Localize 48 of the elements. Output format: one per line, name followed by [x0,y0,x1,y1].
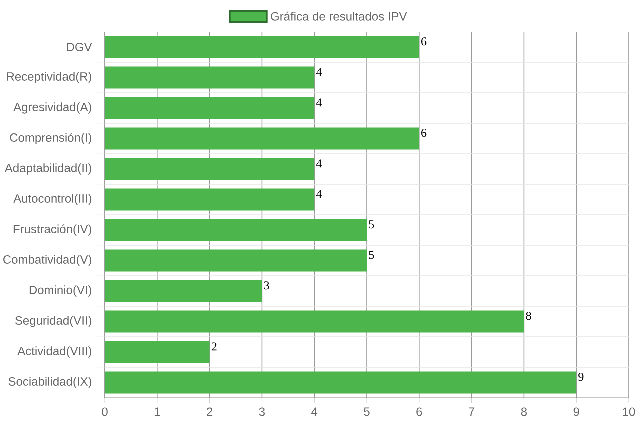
y-tick-label: DGV [67,42,92,52]
data-label: 2 [212,342,217,351]
bar [105,66,315,89]
data-label: 8 [526,312,532,320]
y-tick-label: Receptividad(R) [7,72,92,84]
bar [105,310,524,333]
x-tick-label: 6 [416,408,422,416]
x-tick-label: 5 [364,408,370,416]
data-label: 3 [264,282,270,290]
x-tick-label: 1 [154,408,160,416]
y-tick-label: Adaptabilidad(II) [4,164,92,175]
data-label: 4 [316,190,322,198]
data-label: 4 [316,68,322,76]
y-tick-label: Combatividad(V) [4,255,92,266]
y-tick-label: Dominio(VI) [30,286,92,297]
bar [105,341,210,364]
bar [105,128,420,150]
data-label: 4 [316,160,322,168]
legend-label: Gráfica de resultados IPV [271,12,408,21]
y-tick-label: Seguridad(VII) [15,316,92,328]
y-tick-label: Autocontrol(III) [14,194,92,206]
x-tick-label: 9 [574,408,580,416]
y-tick-label: Agresividad(A) [14,102,92,114]
x-tick-label: 0 [102,408,108,416]
y-tick-label: Sociabilidad(IX) [8,377,92,388]
y-tick-label: Comprensión(I) [10,133,92,144]
bar [105,97,315,120]
bar [105,372,577,394]
x-tick-label: 8 [521,408,528,416]
data-label: 4 [316,98,322,107]
x-tick-label: 10 [623,408,636,416]
x-tick-label: 7 [469,408,475,416]
data-label: 9 [578,373,584,382]
x-tick-label: 3 [259,408,266,416]
data-label: 6 [422,129,427,138]
data-label: 5 [369,251,374,260]
y-tick-label: Actividad(VIII) [18,346,92,358]
bar [105,158,315,180]
bar [105,219,367,242]
x-tick-label: 2 [207,408,213,416]
bar [105,250,367,272]
data-label: 5 [369,220,374,229]
data-label: 6 [422,38,427,46]
y-tick-label: Frustración(IV) [14,224,92,236]
bar [105,36,420,58]
bar [105,188,315,211]
x-tick-label: 4 [312,408,318,416]
bar [105,280,262,302]
